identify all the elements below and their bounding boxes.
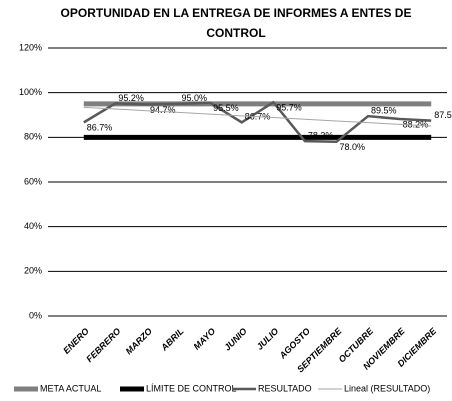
data-label: 95.7% <box>276 103 302 113</box>
legend-label: META ACTUAL <box>40 383 101 393</box>
data-label: 78.0% <box>339 142 365 152</box>
y-tick-label: 40% <box>24 221 42 231</box>
data-label: 88.2% <box>403 119 429 129</box>
data-label: 86.7% <box>87 123 113 133</box>
legend-label: LÍMITE DE CONTROL <box>146 383 237 393</box>
legend-label: Lineal (RESULTADO) <box>344 383 430 393</box>
data-label: 94.7% <box>150 105 176 115</box>
data-label: 89.5% <box>371 105 397 115</box>
data-label: 87.5% <box>434 110 452 120</box>
y-tick-label: 20% <box>24 266 42 276</box>
x-tick-label: JULIO <box>255 326 281 352</box>
x-tick-label: ENERO <box>61 326 91 356</box>
data-label: 78.3% <box>308 131 334 141</box>
x-tick-label: MARZO <box>124 326 154 356</box>
data-label: 95.2% <box>118 93 144 103</box>
chart-title: OPORTUNIDAD EN LA ENTREGA DE INFORMES A … <box>61 6 412 20</box>
y-tick-label: 0% <box>29 310 42 320</box>
y-tick-label: 100% <box>19 87 42 97</box>
y-tick-label: 80% <box>24 132 42 142</box>
y-tick-label: 120% <box>19 42 42 52</box>
legend-label: RESULTADO <box>258 383 312 393</box>
series-line <box>83 100 432 144</box>
data-label: 95.0% <box>182 93 208 103</box>
y-tick-label: 60% <box>24 176 42 186</box>
x-tick-label: MAYO <box>192 326 218 352</box>
chart-title: CONTROL <box>206 26 265 40</box>
series-line <box>83 106 432 127</box>
x-tick-label: FEBRERO <box>84 326 122 364</box>
x-tick-label: JUNIO <box>222 326 249 353</box>
data-label: 95.5% <box>213 103 239 113</box>
x-tick-label: ABRIL <box>158 326 185 353</box>
